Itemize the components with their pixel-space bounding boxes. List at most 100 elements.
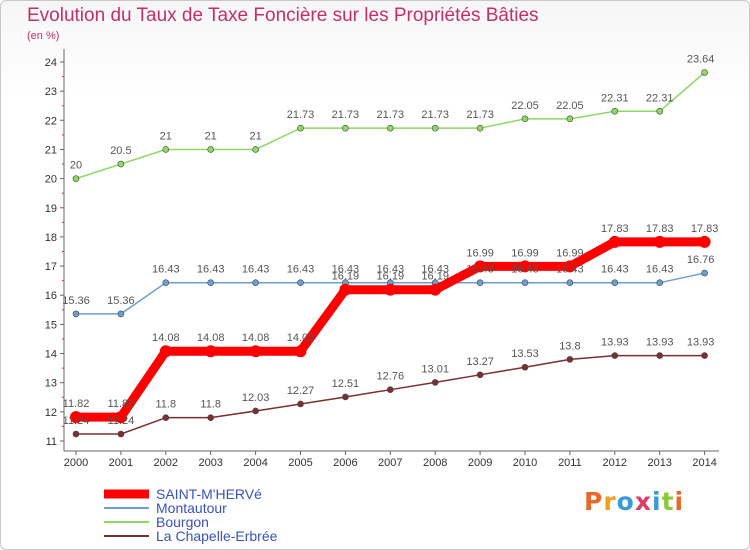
data-label: 16.76 [687,254,715,266]
y-unit-label: (en %) [27,30,60,42]
data-label: 16.43 [556,264,584,276]
x-tick-label: 2009 [468,457,492,469]
x-tick-label: 2004 [243,457,267,469]
y-tick-label: 22 [45,115,57,127]
data-label: 12.03 [242,392,270,404]
data-label: 16.43 [466,264,494,276]
data-label: 12.76 [377,371,405,383]
data-label: 13.01 [421,363,449,375]
y-tick-label: 15 [45,319,57,331]
data-label: 21.73 [421,109,449,121]
data-point [162,279,170,286]
data-label: 22.05 [511,100,539,112]
data-point [656,352,664,359]
data-point [204,345,217,358]
data-label: 12.51 [332,378,360,390]
data-point [521,363,529,371]
data-point [162,146,170,153]
data-label: 11.8 [200,399,221,411]
data-label: 11.24 [63,415,90,427]
x-tick-label: 2005 [288,457,312,469]
data-point [431,124,439,132]
data-label: 22.31 [646,92,674,104]
legend-label: Bourgon [156,514,209,530]
data-point [566,115,574,123]
data-point [521,279,529,286]
data-label: 22.31 [601,92,629,104]
data-point [114,411,127,424]
data-point [207,279,214,286]
data-point [698,235,711,248]
data-point [386,386,394,393]
y-tick-label: 19 [45,203,57,215]
x-tick-label: 2013 [647,457,671,469]
data-label: 11.24 [108,415,135,427]
data-point [117,310,125,318]
data-point [294,345,307,358]
y-tick-label: 21 [45,144,57,156]
data-label: 17.83 [691,223,719,235]
legend-label: Montautour [156,500,227,516]
data-label: 16.99 [466,247,494,259]
data-label: 23.64 [687,53,715,65]
data-label: 14.08 [152,332,180,344]
x-tick-label: 2012 [603,457,627,469]
data-point [431,379,439,386]
data-label: 22.05 [556,100,584,112]
data-point [701,352,708,359]
data-label: 14.08 [242,332,270,344]
series-points [70,69,711,438]
data-point [339,283,352,296]
data-point [653,235,666,248]
data-point [162,414,170,421]
data-point [384,283,397,296]
x-tick-label: 2010 [513,457,537,469]
legend-label: La Chapelle-Erbrée [156,528,278,544]
data-point [608,235,621,248]
data-label: 21.73 [466,109,494,121]
x-tick-label: 2008 [423,457,447,469]
data-point [207,146,214,153]
y-tick-label: 16 [45,290,57,302]
data-point [563,260,576,273]
y-tick-label: 14 [45,349,57,361]
data-point [342,124,349,132]
data-point [207,414,214,421]
chart-title: Evolution du Taux de Taxe Foncière sur l… [27,5,539,26]
data-point [656,107,664,115]
data-label: 16.99 [556,247,584,259]
data-label: 16.99 [511,247,539,259]
data-label: 16.43 [242,264,270,276]
data-point [72,310,80,318]
data-point [429,283,442,296]
axes: 11 12 13 14 15 16 17 18 19 20 21 22 23 24 2000 2001 2002… [45,49,719,469]
x-tick-label: 2014 [692,457,716,469]
data-label: 14.08 [287,332,315,344]
data-point [297,124,304,132]
data-point [386,124,394,132]
data-label: 14.08 [197,332,225,344]
data-point [519,260,531,273]
data-point [476,371,484,379]
data-label: 20.5 [110,145,131,157]
y-tick-label: 23 [45,86,57,98]
y-tick-label: 13 [45,378,57,390]
data-point [521,115,529,123]
data-label: 16.43 [197,264,225,276]
y-tick-label: 18 [45,232,57,244]
data-point [117,430,125,438]
data-point [252,146,259,153]
series-line-3 [75,354,706,435]
data-label: 16.43 [646,264,674,276]
data-point [656,279,664,286]
y-tick-label: 17 [45,261,57,273]
data-point [159,345,172,358]
x-tick-label: 2002 [154,457,178,469]
data-label: 16.43 [511,264,539,276]
data-label: 21 [249,130,261,142]
data-label: 13.8 [559,340,580,352]
data-label: 21.73 [332,109,360,121]
